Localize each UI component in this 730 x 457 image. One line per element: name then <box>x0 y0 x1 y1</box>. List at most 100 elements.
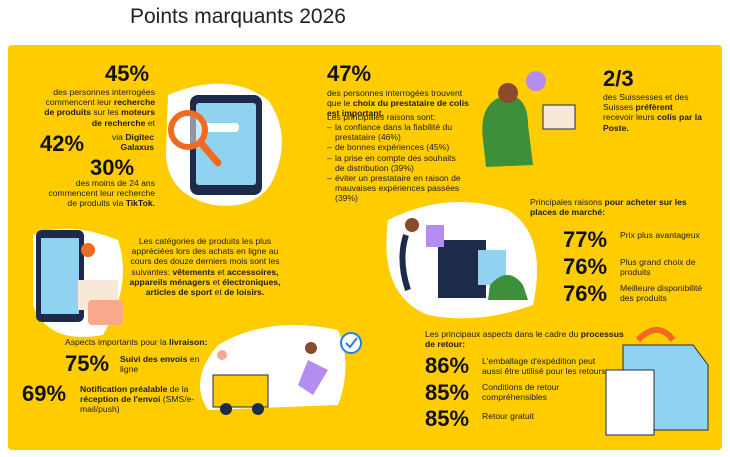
magnifier <box>168 110 208 150</box>
text-run: accessoires, appareils ménagers <box>129 266 279 287</box>
text-run: colis par la Poste. <box>603 112 702 133</box>
text-run: de loisirs. <box>224 287 265 298</box>
text-run: des personnes interrogées commencent leu… <box>45 87 155 108</box>
stat-text: Retour gratuit <box>482 411 577 421</box>
illustrations <box>33 71 709 436</box>
stat-text: Conditions de retour compréhensibles <box>482 382 577 402</box>
parcel <box>542 104 576 130</box>
text-run: livraison: <box>169 337 208 347</box>
text-run: Suivi des envois <box>120 354 188 364</box>
text-run: Les principaux aspects dans le cadre du <box>425 329 581 339</box>
person <box>488 275 528 300</box>
stat-text: Suivi des envois en ligne <box>120 354 200 374</box>
search-bar <box>203 123 239 132</box>
head <box>405 218 419 232</box>
truck <box>212 374 269 408</box>
stat-text: via Digitec Galaxus <box>98 132 154 152</box>
stat-text: Prix plus avantageux <box>620 230 710 240</box>
stat-text: des personnes interrogées commencent leu… <box>38 87 155 128</box>
shopping-bag <box>426 225 444 247</box>
shoe <box>88 300 123 325</box>
reason: la prise en compte des souhaits de distr… <box>327 153 467 173</box>
stat-text: des personnes interrogées trouvent que l… <box>327 88 477 119</box>
person <box>298 360 328 395</box>
stat: 2/3 <box>603 66 634 91</box>
text-run: Prix plus avantageux <box>620 230 700 240</box>
text-run: Principales raisons <box>530 197 605 207</box>
stat: 69% <box>22 381 67 406</box>
head <box>498 83 518 103</box>
return-arrow <box>635 327 676 343</box>
text-run: préfèrent <box>635 102 673 113</box>
pin <box>217 350 227 360</box>
text-run: et <box>145 117 155 128</box>
stat-text: Meilleure disponibilité des produits <box>620 283 715 303</box>
stat-text: L'emballage d'expédition peut aussi être… <box>482 356 607 376</box>
text-run: sur les <box>91 107 122 118</box>
reasons-title: Les principales raisons sont: <box>327 112 436 122</box>
stat: 76% <box>563 254 608 279</box>
section-title: Les principaux aspects dans le cadre du … <box>425 329 635 349</box>
stat-text: des moins de 24 ans commencent leur rech… <box>48 178 155 209</box>
text-run: et <box>210 276 223 287</box>
stat-text: des Suissesses et des Suisses préfèrent … <box>603 92 703 133</box>
stat: 42% <box>40 131 85 156</box>
reason: la confiance dans la fiabilité du presta… <box>327 122 467 142</box>
check <box>345 337 358 349</box>
reason: de bonnes expériences (45%) <box>327 142 467 152</box>
stat: 85% <box>425 406 470 431</box>
text-run: choix du prestataire de colis est import… <box>327 98 469 119</box>
page-title: Points marquants 2026 <box>130 5 346 28</box>
text-run: recherche de produits <box>44 97 155 118</box>
phone-screen <box>41 238 79 314</box>
text-run: Plus grand choix de produits <box>620 257 696 278</box>
stat: 30% <box>90 155 135 180</box>
text-run: Meilleure disponibilité des produits <box>620 283 703 304</box>
head <box>305 342 317 354</box>
text-run: Digitec Galaxus <box>120 132 154 153</box>
heart <box>81 243 95 257</box>
text-run: et <box>212 287 225 298</box>
wheel <box>252 403 264 415</box>
stat-text: Plus grand choix de produits <box>620 257 705 277</box>
text-run: des Suissesses et des Suisses <box>603 92 689 113</box>
reason: éviter un prestataire en raison de mauva… <box>327 173 467 204</box>
text-run: (SMS/e-mail/push) <box>80 394 195 415</box>
text-run: via <box>111 132 126 142</box>
text-run: de la <box>167 384 189 394</box>
text-run: processus de retour: <box>425 329 624 350</box>
text-run: vêtements <box>172 266 216 277</box>
text-run: des personnes interrogées trouvent que l… <box>327 88 463 109</box>
magnifier-handle <box>197 139 222 167</box>
text-run: électroniques, articles de sport <box>145 276 281 298</box>
text-run: pour acheter sur les places de marché: <box>530 197 687 218</box>
text-run: Notification préalable <box>80 384 168 394</box>
label <box>605 369 655 436</box>
text-run: Aspects importants pour la <box>65 337 170 347</box>
section-title: Principales raisons pour acheter sur les… <box>530 197 690 217</box>
text-run: Retour gratuit <box>482 411 535 421</box>
stat-text: Notification préalable de la réception d… <box>80 384 210 415</box>
stat: 85% <box>425 380 470 405</box>
text-run: TikTok. <box>125 198 155 209</box>
wheel <box>220 403 232 415</box>
text-run: réception de l'envoi <box>80 394 161 405</box>
text-run: Les catégories de produits les plus appr… <box>130 236 280 277</box>
stat: 77% <box>563 227 608 252</box>
text-run: Conditions de retour compréhensibles <box>482 382 560 403</box>
text-run: moteurs de recherche <box>91 107 155 128</box>
smiley <box>526 71 546 91</box>
stat: 45% <box>105 61 150 86</box>
text-run: L'emballage d'expédition peut aussi être… <box>482 356 606 377</box>
stat: 75% <box>65 351 110 376</box>
text-run: recevoir leurs <box>603 112 657 123</box>
section-title: Aspects importants pour la livraison: <box>65 337 215 347</box>
person <box>399 234 411 291</box>
text-run: en ligne <box>120 354 200 375</box>
categories-text: Les catégories de produits les plus appr… <box>120 236 290 297</box>
panel: 45% des personnes interrogées commencent… <box>8 45 722 450</box>
person <box>482 95 533 167</box>
text-run: des moins de 24 ans commencent leur rech… <box>48 178 155 209</box>
